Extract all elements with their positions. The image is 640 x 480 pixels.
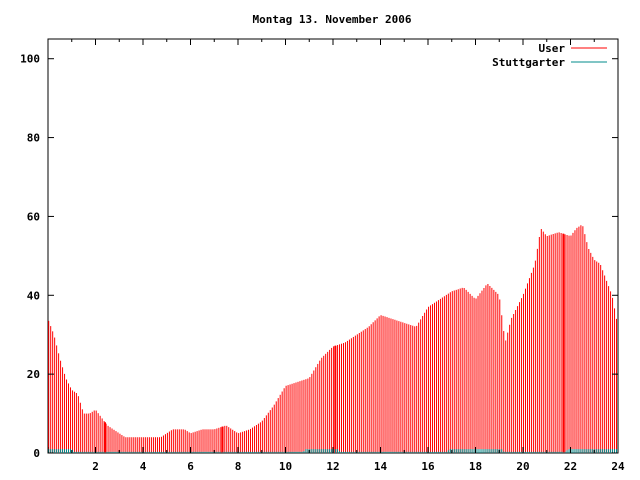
y-tick-label: 80 <box>27 132 40 145</box>
x-tick-label: 14 <box>374 460 388 473</box>
x-tick-label: 18 <box>469 460 482 473</box>
x-tick-label: 8 <box>235 460 242 473</box>
x-tick-label: 22 <box>564 460 577 473</box>
legend-entry-stuttgarter-label: Stuttgarter <box>492 56 565 69</box>
y-tick-label: 60 <box>27 210 40 223</box>
x-axis: 2 4 6 8 10 12 14 16 18 20 22 24 <box>47 39 625 473</box>
x-tick-label: 24 <box>611 460 625 473</box>
legend: User Stuttgarter <box>492 42 607 69</box>
user-series-bars <box>48 225 618 453</box>
y-axis: 0 20 40 60 80 100 <box>20 53 618 460</box>
x-tick-label: 10 <box>279 460 292 473</box>
chart-title: Montag 13. November 2006 <box>253 13 412 26</box>
x-tick-label: 6 <box>187 460 194 473</box>
stuttgarter-series-bars <box>48 449 618 453</box>
x-tick-label: 16 <box>421 460 435 473</box>
plot-frame <box>47 38 619 454</box>
y-tick-label: 100 <box>20 53 40 66</box>
x-tick-label: 2 <box>92 460 99 473</box>
x-tick-label: 20 <box>516 460 529 473</box>
x-tick-label: 4 <box>140 460 147 473</box>
y-tick-label: 20 <box>27 368 40 381</box>
x-tick-label: 12 <box>326 460 339 473</box>
y-tick-label: 0 <box>33 447 40 460</box>
y-tick-label: 40 <box>27 289 40 302</box>
legend-entry-user-label: User <box>539 42 566 55</box>
